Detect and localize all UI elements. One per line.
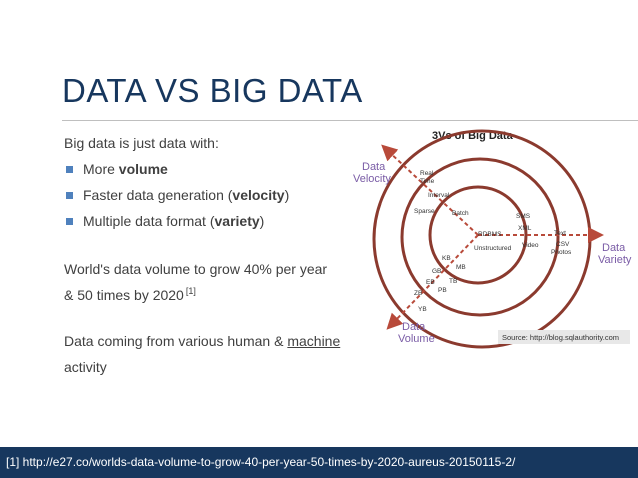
bullet-square-icon <box>66 217 73 225</box>
footer-citation[interactable]: [1] http://e27.co/worlds-data-volume-to-… <box>6 455 516 469</box>
variety-label-2: Variety <box>598 254 632 266</box>
three-vs-diagram: 3Vs of Big Data Data Velocity Data Varie… <box>353 129 632 349</box>
bullet-velocity: Faster data generation (velocity) <box>64 182 384 208</box>
stat-line-2-text: & 50 times by 2020 <box>64 287 184 303</box>
item-tb: TB <box>449 278 457 285</box>
item-sms: SMS <box>516 213 531 220</box>
stat-line-1: World's data volume to grow 40% per year <box>64 261 328 277</box>
item-csv: CSV <box>556 241 570 248</box>
intro-line: Big data is just data with: <box>64 135 219 151</box>
item-kb: KB <box>442 255 451 262</box>
bullet-volume-prefix: More <box>83 161 119 177</box>
item-text: Text <box>554 230 566 237</box>
item-pb: PB <box>438 287 447 294</box>
machine-link[interactable]: machine <box>287 333 341 349</box>
stat-line-2: & 50 times by 2020 [1] <box>64 282 384 308</box>
spacer <box>64 234 384 256</box>
bullet-volume: More volume <box>64 156 384 182</box>
item-unstructured: Unstructured <box>474 245 512 252</box>
concentric-rings <box>372 129 592 349</box>
item-zb: ZB <box>414 290 422 297</box>
bullet-velocity-prefix: Faster data generation ( <box>83 187 233 203</box>
item-eb: EB <box>426 279 435 286</box>
bullet-variety-suffix: ) <box>259 213 265 229</box>
bullet-variety: Multiple data format (variety) <box>64 208 384 234</box>
bullet-variety-prefix: Multiple data format ( <box>83 213 215 229</box>
volume-arrow <box>386 234 479 330</box>
inner-ring <box>428 185 528 285</box>
velocity-label-1: Data <box>362 161 386 173</box>
item-time: Time <box>420 178 435 185</box>
bullet-square-icon <box>66 165 73 173</box>
body-content: Big data is just data with: More volume … <box>64 130 384 380</box>
bullet-velocity-bold: velocity <box>232 187 285 203</box>
footer-citation-bar: [1] http://e27.co/worlds-data-volume-to-… <box>0 447 638 478</box>
activity-prefix: Data coming from various human & <box>64 333 288 349</box>
item-video: Video <box>522 242 539 249</box>
activity-line-1: Data coming from various human & machine <box>64 328 384 354</box>
item-batch: Batch <box>452 210 469 217</box>
item-real: Real <box>420 170 434 177</box>
source-box <box>498 330 630 344</box>
variety-label-1: Data <box>602 242 626 254</box>
item-yb: YB <box>418 306 427 313</box>
item-photos: Photos <box>551 249 572 256</box>
title-divider <box>62 120 638 121</box>
middle-ring <box>400 157 560 317</box>
item-mb: MB <box>456 264 466 271</box>
slide-title: DATA VS BIG DATA <box>62 72 363 109</box>
item-xml: XML <box>518 225 532 232</box>
velocity-label-2: Velocity <box>353 173 391 185</box>
item-interval: Interval <box>428 192 450 199</box>
item-rdbms: RDBMS <box>478 231 502 238</box>
bullet-variety-bold: variety <box>214 213 260 229</box>
spacer <box>64 308 384 328</box>
volume-label-2: Volume <box>398 333 435 345</box>
bullet-volume-bold: volume <box>118 161 168 177</box>
source-caption: Source: http://blog.sqlauthority.com <box>502 333 619 342</box>
volume-label-1: Data <box>402 321 426 333</box>
bullet-square-icon <box>66 191 73 199</box>
bullet-velocity-suffix: ) <box>284 187 290 203</box>
axis-labels: Data Velocity Data Variety Data Volume <box>353 161 632 345</box>
citation-reference: [1] <box>185 286 196 297</box>
activity-line-2: activity <box>64 359 107 375</box>
ring-item-labels: Real Time Interval Sparse Batch SMS XML … <box>414 170 572 313</box>
item-gb: GB <box>432 268 441 275</box>
item-sparse: Sparse <box>414 208 435 215</box>
